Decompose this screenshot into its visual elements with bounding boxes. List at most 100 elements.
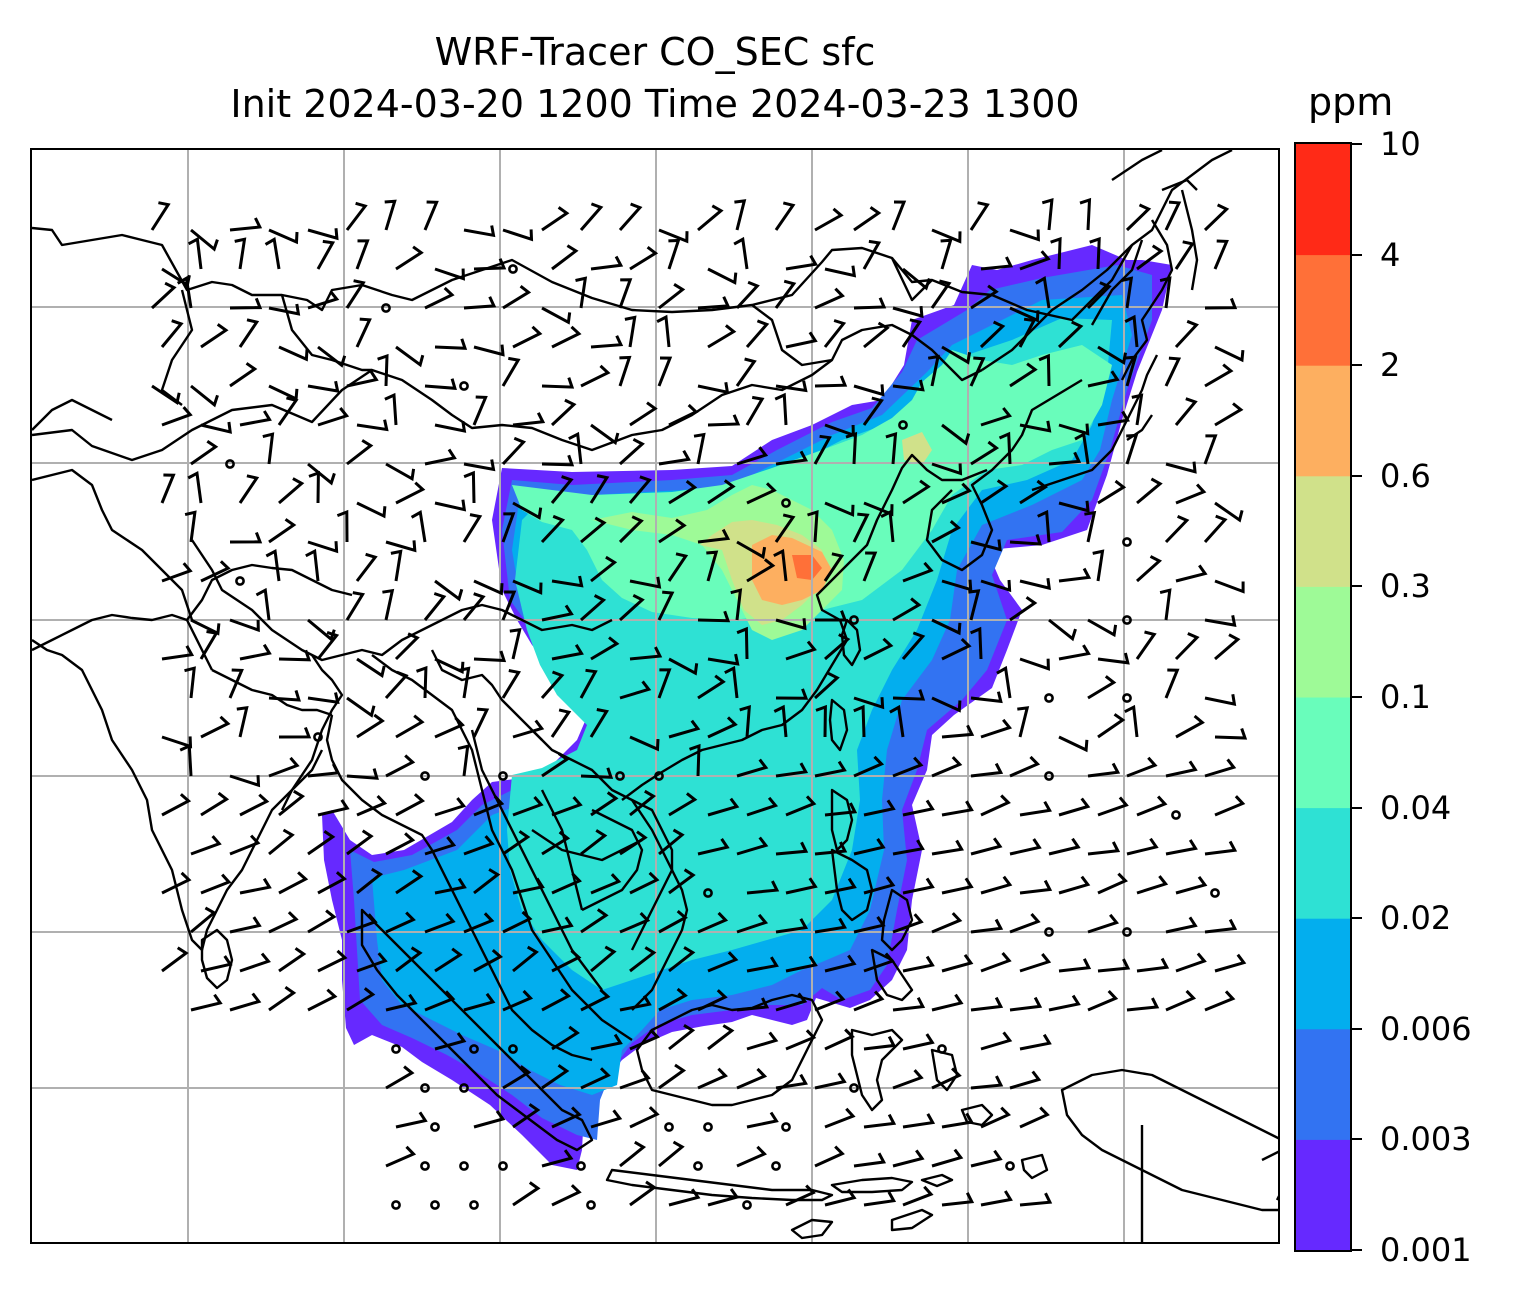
wind-barb xyxy=(657,590,675,621)
wind-barb xyxy=(355,552,378,582)
wind-barb xyxy=(316,239,336,270)
wind-barb xyxy=(775,618,807,631)
wind-barb xyxy=(785,877,818,895)
wind-barb xyxy=(775,1073,808,1090)
coastline-segment xyxy=(200,928,234,990)
wind-barb xyxy=(863,799,896,817)
wind-barb xyxy=(862,551,878,582)
wind-barb xyxy=(775,380,808,393)
wind-barb xyxy=(980,1106,1012,1129)
wind-barb xyxy=(580,1067,611,1090)
wind-barb xyxy=(785,1184,816,1207)
wind-barb xyxy=(190,993,223,1012)
wind-barb xyxy=(176,275,193,309)
wind-barb xyxy=(746,1111,779,1129)
wind-barb xyxy=(190,384,219,408)
wind-barb-calm xyxy=(469,1044,479,1054)
wind-barb xyxy=(395,869,424,895)
wind-barb xyxy=(541,1149,574,1168)
wind-barb xyxy=(658,1140,685,1168)
colorbar-swatch xyxy=(1296,807,1350,919)
wind-barb xyxy=(618,593,645,622)
wind-barb xyxy=(316,630,340,660)
wind-barb xyxy=(1136,957,1170,973)
wind-barb xyxy=(628,475,652,504)
wind-barb xyxy=(970,539,1002,552)
wind-barb xyxy=(823,552,845,582)
wind-barb xyxy=(852,512,870,543)
wind-barb xyxy=(385,993,418,1012)
colorbar-tick-label: 0.1 xyxy=(1380,678,1431,716)
wind-barb xyxy=(853,297,887,310)
coastline-segment xyxy=(605,1168,834,1202)
wind-barb xyxy=(1009,596,1038,622)
wind-barb xyxy=(736,626,749,660)
wind-barb xyxy=(512,796,544,817)
wind-barb-calm xyxy=(459,1083,469,1093)
wind-barb xyxy=(629,1106,660,1129)
wind-barb xyxy=(1019,1033,1052,1051)
wind-barb xyxy=(1017,706,1030,738)
wind-barb xyxy=(629,871,660,895)
wind-barb xyxy=(941,1192,975,1207)
wind-barb xyxy=(824,1028,855,1051)
wind-barb xyxy=(1087,913,1120,934)
wind-barb xyxy=(1057,320,1084,349)
wind-barb xyxy=(996,665,1012,699)
wind-barb xyxy=(307,228,339,241)
wind-barb xyxy=(187,470,203,504)
wind-barb xyxy=(200,560,231,583)
wind-barb xyxy=(551,949,582,973)
wind-barb xyxy=(773,704,788,738)
wind-barb xyxy=(512,1103,541,1129)
wind-barb xyxy=(775,841,809,856)
wind-barb xyxy=(746,880,780,895)
wind-barb xyxy=(941,345,972,365)
wind-barb xyxy=(931,993,964,1012)
wind-barb xyxy=(1164,200,1182,231)
colorbar xyxy=(1294,142,1352,1252)
wind-barb xyxy=(619,912,651,934)
wind-barb xyxy=(473,948,504,973)
wind-barb xyxy=(970,440,1000,466)
wind-barb xyxy=(150,201,171,231)
wind-barb xyxy=(382,588,395,621)
wind-barb-calm xyxy=(225,459,235,469)
colorbar-tick-label: 0.04 xyxy=(1380,788,1452,827)
wind-barb-calm xyxy=(459,1161,469,1171)
wind-barb xyxy=(968,589,981,621)
wind-barb xyxy=(668,946,696,973)
colorbar-tick-label: 10 xyxy=(1380,125,1421,163)
wind-barb xyxy=(902,1033,935,1051)
wind-barb xyxy=(970,1149,1003,1168)
wind-barb xyxy=(619,1140,647,1168)
wind-barb xyxy=(1087,370,1120,388)
wind-barb xyxy=(773,548,788,582)
wind-barb xyxy=(580,594,607,622)
wind-barb xyxy=(512,945,539,973)
wind-barb xyxy=(880,509,895,543)
wind-barb xyxy=(278,477,305,505)
wind-barb xyxy=(668,657,699,676)
wind-barb xyxy=(667,238,681,270)
wind-barb xyxy=(814,1072,847,1090)
wind-barb xyxy=(853,704,866,738)
wind-barb xyxy=(1204,363,1234,388)
wind-barb xyxy=(473,650,507,663)
wind-barb xyxy=(863,1035,897,1051)
wind-barb xyxy=(541,604,574,622)
wind-barb xyxy=(824,265,857,278)
wind-barb xyxy=(697,1067,728,1090)
wind-barb xyxy=(1009,755,1041,778)
wind-barb xyxy=(1086,281,1112,310)
wind-barb xyxy=(940,238,953,270)
wind-barb xyxy=(1087,762,1121,778)
wind-barb xyxy=(775,992,808,1012)
colorbar-tick-label: 2 xyxy=(1380,346,1401,385)
wind-barb xyxy=(501,436,527,466)
wind-barb xyxy=(734,199,747,231)
wind-barb xyxy=(502,1065,532,1090)
wind-barb xyxy=(1019,800,1052,817)
wind-barb xyxy=(1125,355,1138,387)
wind-barb xyxy=(424,286,455,310)
